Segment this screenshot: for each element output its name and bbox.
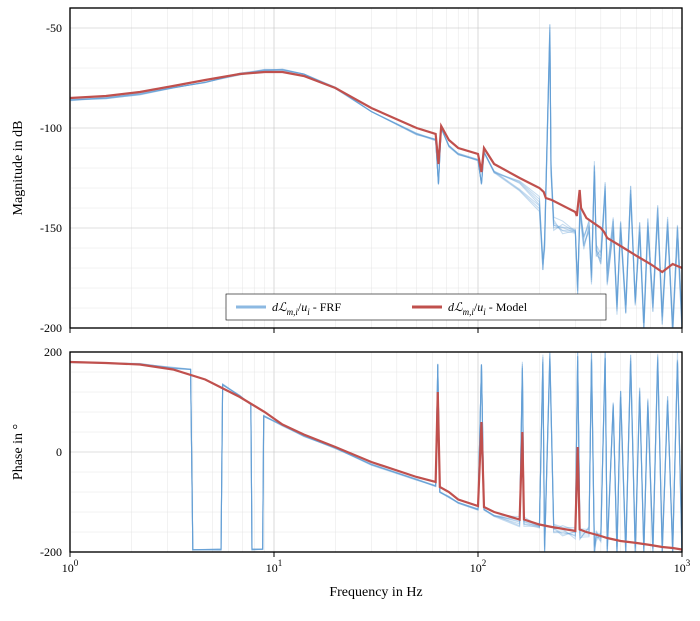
svg-text:-150: -150 xyxy=(40,221,62,235)
xaxis-label: Frequency in Hz xyxy=(329,585,422,600)
svg-text:-200: -200 xyxy=(40,321,62,335)
xtick-label: 103 xyxy=(674,558,691,575)
bode-figure: -200 -150 -100 -50 Magnitude in dB -200 0 200 Ph… xyxy=(0,0,700,621)
legend: dℒm,i/ui - FRFdℒm,i/ui - Model xyxy=(226,294,606,320)
magnitude-panel-ylabel: Magnitude in dB xyxy=(11,121,26,216)
magnitude-panel: -200 -150 -100 -50 Magnitude in dB xyxy=(11,8,682,335)
phase-panel-ylabel: Phase in ° xyxy=(11,424,26,480)
frf-magnitude-trace xyxy=(70,27,682,336)
frf-phase-trace xyxy=(70,351,682,556)
frf-magnitude-trace xyxy=(70,35,682,325)
frf-magnitude-trace xyxy=(70,25,682,332)
xtick-label: 100 xyxy=(62,558,79,575)
frf-magnitude-trace xyxy=(70,32,682,334)
xtick-label: 101 xyxy=(266,558,283,575)
svg-text:-100: -100 xyxy=(40,121,62,135)
svg-text:200: 200 xyxy=(44,345,62,359)
xtick-label: 102 xyxy=(470,558,487,575)
svg-text:0: 0 xyxy=(56,445,62,459)
svg-text:-200: -200 xyxy=(40,545,62,559)
frf-magnitude-trace xyxy=(70,24,682,323)
frf-magnitude-trace xyxy=(70,30,682,327)
svg-text:-50: -50 xyxy=(46,21,62,35)
